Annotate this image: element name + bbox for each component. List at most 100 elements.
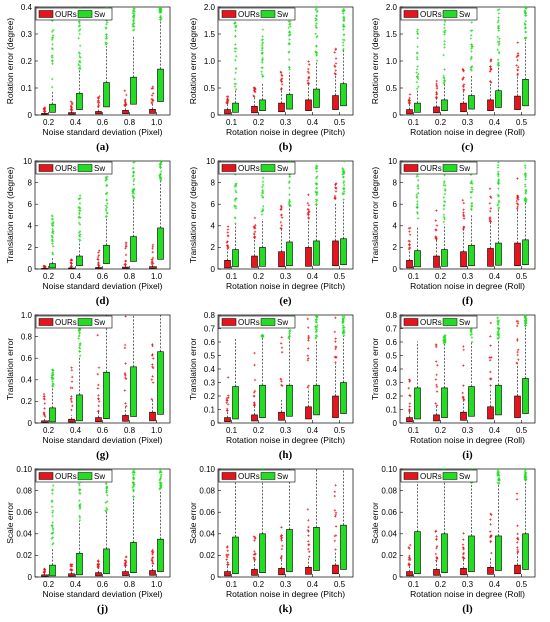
ours-outlier — [334, 48, 337, 52]
sw-outlier — [417, 187, 420, 190]
ours-outlier — [334, 345, 338, 348]
sw-outlier — [159, 172, 162, 176]
ours-outlier — [70, 108, 74, 111]
ours-outlier — [307, 347, 310, 350]
ours-outlier — [462, 547, 465, 550]
sw-outlier — [131, 486, 134, 489]
legend-label-sw: Sw — [94, 318, 105, 327]
sw-box — [414, 531, 421, 575]
sw-outlier — [158, 468, 162, 472]
sw-outlier — [523, 314, 526, 317]
ours-outlier — [334, 69, 337, 72]
sw-box — [130, 236, 137, 262]
ours-outlier — [462, 217, 466, 220]
sw-box — [522, 79, 529, 107]
panel-label: (j) — [97, 603, 108, 615]
y-tick-label: 6 — [28, 200, 33, 209]
sw-outlier — [497, 12, 501, 15]
sw-outlier — [470, 45, 474, 48]
sw-outlier — [261, 209, 265, 212]
sw-outlier — [416, 185, 420, 188]
ours-outlier — [516, 532, 519, 536]
sw-outlier — [314, 320, 318, 323]
sw-outlier — [315, 53, 318, 56]
sw-outlier — [341, 170, 345, 174]
x-tick-label: 0.5 — [334, 118, 346, 127]
sw-outlier — [78, 331, 81, 334]
sw-outlier — [443, 77, 446, 80]
ours-box — [460, 102, 467, 113]
ours-outlier — [96, 333, 99, 337]
ours-outlier — [462, 88, 466, 92]
sw-outlier — [315, 59, 319, 62]
x-tick-label: 0.4 — [307, 118, 319, 127]
ours-outlier — [43, 106, 47, 109]
sw-outlier — [260, 38, 264, 42]
ours-outlier — [43, 567, 46, 571]
y-tick-label: 8 — [393, 178, 398, 187]
x-tick-label: 0.6 — [97, 118, 109, 127]
sw-outlier — [343, 38, 346, 42]
ours-outlier — [489, 540, 492, 544]
sw-outlier — [79, 56, 82, 59]
ours-outlier — [436, 364, 439, 367]
ours-outlier — [306, 354, 310, 358]
ours-outlier — [334, 62, 338, 65]
sw-outlier — [288, 31, 291, 34]
ours-outlier — [307, 193, 310, 197]
sw-outlier — [78, 59, 82, 63]
y-tick-label: 10 — [206, 157, 215, 166]
ours-box — [514, 242, 521, 267]
sw-outlier — [343, 33, 346, 37]
ours-outlier — [306, 213, 310, 216]
legend-frame — [218, 161, 296, 175]
sw-outlier — [105, 500, 109, 503]
ours-outlier — [227, 396, 230, 399]
sw-outlier — [77, 216, 80, 219]
ours-outlier — [151, 375, 154, 378]
sw-outlier — [342, 187, 345, 190]
sw-outlier — [159, 474, 163, 478]
ours-outlier — [124, 561, 128, 564]
sw-box — [468, 535, 475, 572]
ours-outlier — [279, 70, 282, 74]
sw-outlier — [261, 35, 264, 38]
x-tick-label: 0.1 — [226, 118, 238, 127]
sw-outlier — [105, 22, 108, 26]
ours-outlier — [489, 335, 492, 338]
sw-outlier — [234, 21, 237, 24]
sw-outlier — [470, 340, 474, 344]
ours-outlier — [436, 557, 439, 560]
sw-outlier — [315, 334, 318, 337]
ours-outlier — [489, 370, 492, 374]
ours-outlier — [71, 375, 74, 379]
ours-outlier — [434, 552, 438, 556]
ours-outlier — [125, 93, 128, 97]
legend-swatch-sw — [77, 472, 93, 480]
sw-outlier — [233, 199, 237, 203]
ours-box — [41, 420, 48, 423]
ours-box — [487, 406, 494, 420]
ours-outlier — [226, 545, 229, 548]
sw-outlier — [50, 56, 54, 59]
ours-outlier — [334, 513, 338, 517]
sw-outlier — [132, 22, 135, 25]
x-tick-label: 0.4 — [489, 272, 501, 281]
ours-box — [95, 572, 102, 577]
sw-outlier — [443, 187, 447, 191]
ours-outlier — [42, 412, 46, 415]
ours-box — [95, 267, 102, 269]
sw-outlier — [131, 24, 135, 28]
sw-outlier — [50, 214, 54, 217]
ours-outlier — [489, 59, 493, 63]
ours-outlier — [434, 530, 437, 533]
ours-outlier — [125, 555, 128, 559]
sw-outlier — [288, 38, 291, 41]
sw-outlier — [104, 215, 108, 218]
sw-outlier — [342, 192, 346, 195]
legend: OURs Sw — [400, 161, 478, 175]
ours-outlier — [124, 241, 128, 244]
sw-outlier — [106, 202, 109, 205]
ours-outlier — [307, 547, 310, 551]
x-tick-label: 0.4 — [70, 580, 82, 589]
